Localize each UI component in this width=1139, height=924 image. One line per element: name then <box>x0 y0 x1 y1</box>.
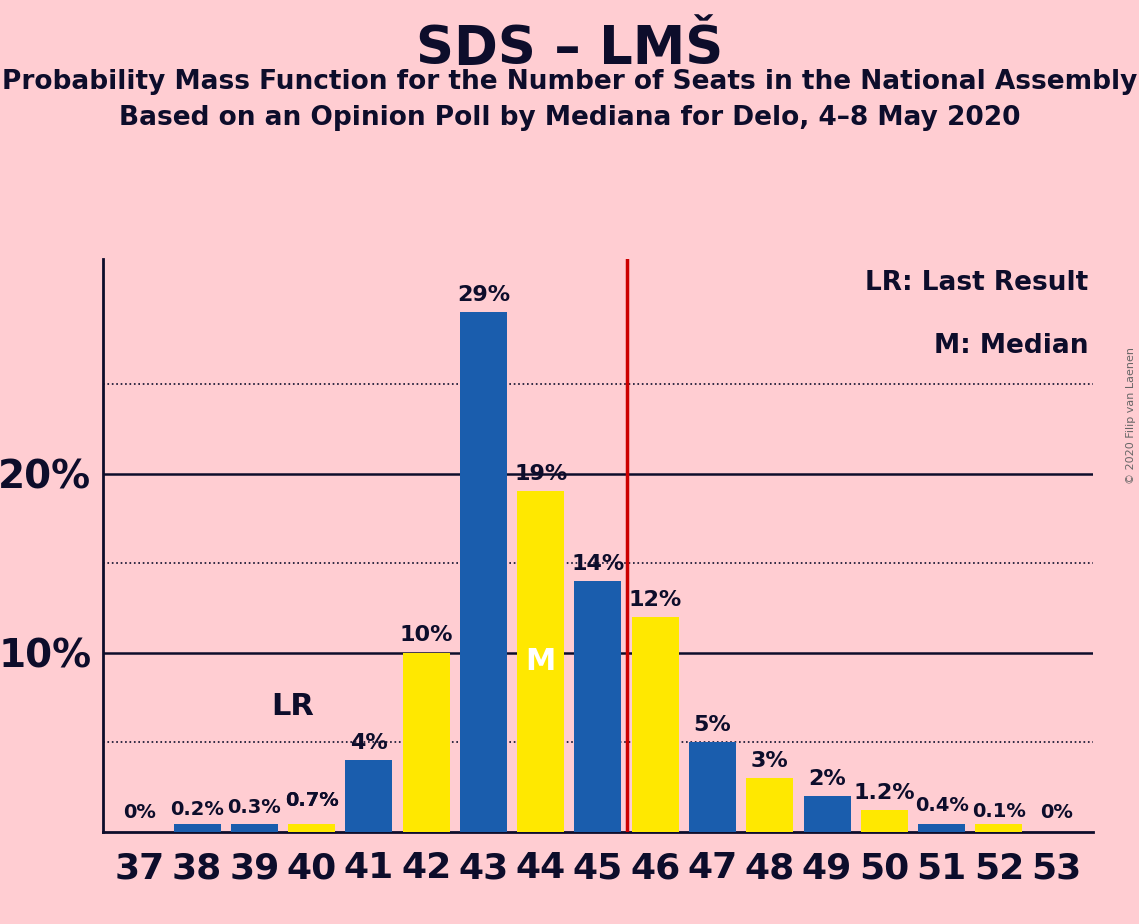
Bar <box>345 760 392 832</box>
Text: 10%: 10% <box>400 626 453 645</box>
Bar <box>231 824 278 832</box>
Text: 3%: 3% <box>751 750 788 771</box>
Bar <box>689 742 736 832</box>
Text: LR: Last Result: LR: Last Result <box>866 270 1089 297</box>
Text: 14%: 14% <box>572 553 624 574</box>
Text: Probability Mass Function for the Number of Seats in the National Assembly: Probability Mass Function for the Number… <box>2 69 1137 95</box>
Text: 0%: 0% <box>123 803 156 821</box>
Text: 0.2%: 0.2% <box>170 800 224 819</box>
Text: 29%: 29% <box>457 286 510 305</box>
Text: 1.2%: 1.2% <box>853 783 915 803</box>
Text: 5%: 5% <box>694 715 731 735</box>
Bar <box>288 824 335 832</box>
Bar <box>517 492 564 832</box>
Text: LR: LR <box>271 692 314 721</box>
Bar <box>804 796 851 832</box>
Bar <box>918 824 965 832</box>
Text: 0.3%: 0.3% <box>228 798 281 817</box>
Bar <box>460 312 507 832</box>
Text: 0.7%: 0.7% <box>285 791 338 810</box>
Text: 0.1%: 0.1% <box>972 802 1026 821</box>
Bar <box>975 824 1023 832</box>
Text: 0.7%: 0.7% <box>285 791 338 810</box>
Text: 2%: 2% <box>809 769 846 788</box>
Text: 12%: 12% <box>629 590 682 610</box>
Bar <box>574 581 622 832</box>
Text: 19%: 19% <box>514 464 567 484</box>
Text: 0.4%: 0.4% <box>915 796 968 816</box>
Bar <box>632 617 679 832</box>
Text: © 2020 Filip van Laenen: © 2020 Filip van Laenen <box>1125 347 1136 484</box>
Text: SDS – LMŠ: SDS – LMŠ <box>416 23 723 75</box>
Text: 0%: 0% <box>1040 803 1073 821</box>
Text: M: M <box>525 647 556 676</box>
Text: Based on an Opinion Poll by Mediana for Delo, 4–8 May 2020: Based on an Opinion Poll by Mediana for … <box>118 105 1021 131</box>
Text: 4%: 4% <box>350 733 387 753</box>
Bar <box>746 778 793 832</box>
Text: M: Median: M: Median <box>934 334 1089 359</box>
Bar <box>861 810 908 832</box>
Bar <box>173 824 221 832</box>
Bar <box>403 652 450 832</box>
Bar <box>288 824 335 832</box>
